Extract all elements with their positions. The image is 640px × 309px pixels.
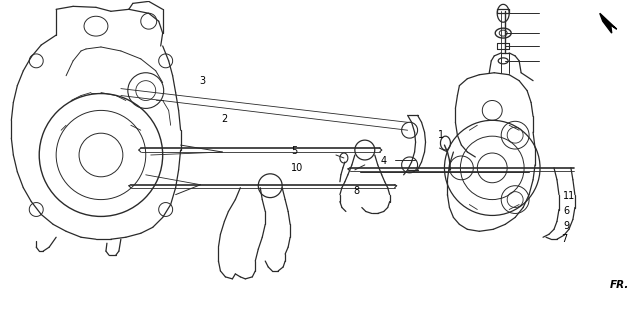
Text: FR.: FR. xyxy=(610,280,629,290)
Text: 5: 5 xyxy=(291,146,298,156)
Polygon shape xyxy=(600,13,617,33)
Text: 8: 8 xyxy=(353,186,359,196)
Text: 4: 4 xyxy=(381,156,387,166)
Text: 9: 9 xyxy=(563,222,570,231)
Text: 6: 6 xyxy=(563,206,570,216)
Text: 3: 3 xyxy=(199,76,205,86)
Text: 1: 1 xyxy=(438,129,444,140)
Text: 10: 10 xyxy=(291,163,303,173)
Text: 7: 7 xyxy=(561,234,567,244)
Text: 2: 2 xyxy=(221,114,227,124)
Text: 11: 11 xyxy=(563,191,575,201)
